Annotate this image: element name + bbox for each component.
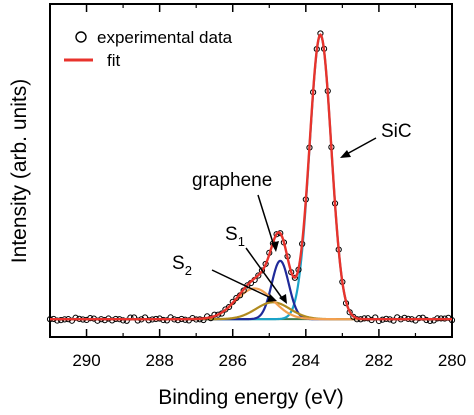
data-point xyxy=(291,274,298,281)
data-point xyxy=(273,231,280,238)
data-point xyxy=(401,314,408,321)
legend: experimental data fit xyxy=(64,28,233,70)
annotation-graphene: graphene xyxy=(192,170,272,191)
data-point xyxy=(225,303,233,311)
annotation-s1: S1 xyxy=(225,224,245,249)
data-point xyxy=(134,317,141,324)
annotation-graphene-arrowhead xyxy=(271,241,279,252)
component-curve-s2 xyxy=(50,287,452,321)
tick-labels: 290 288 286 284 282 280 xyxy=(72,351,466,370)
x-tick-label: 284 xyxy=(292,351,320,370)
annotation-sic: SiC xyxy=(381,121,412,142)
data-point xyxy=(109,317,116,324)
x-tick-label: 290 xyxy=(72,351,100,370)
legend-label-fit: fit xyxy=(107,51,121,70)
annotation-s2-arrow xyxy=(211,269,272,299)
x-tick-label: 280 xyxy=(438,351,466,370)
y-axis-label: Intensity (arb. units) xyxy=(8,79,31,263)
annotation-s2-arrowhead xyxy=(267,294,277,302)
annotation-s1-main: S xyxy=(225,224,238,245)
data-point xyxy=(255,272,262,279)
annotation-s1-arrowhead xyxy=(279,294,287,304)
annotation-sic-arrowhead xyxy=(340,150,351,158)
x-axis-label: Binding energy (eV) xyxy=(158,386,344,409)
annotation-s2-main: S xyxy=(172,253,185,274)
plot-area-border xyxy=(49,3,453,338)
annotation-graphene-arrow xyxy=(257,194,275,247)
plot-frame xyxy=(49,3,453,338)
ticks xyxy=(49,4,453,337)
annotation-s1-arrow xyxy=(245,247,283,299)
annotation-s1-sub: 1 xyxy=(238,234,245,249)
legend-marker-experimental-data xyxy=(75,31,87,43)
fit-curves xyxy=(50,33,452,321)
legend-label-experimental-data: experimental data xyxy=(97,28,233,47)
x-tick-label: 286 xyxy=(219,351,247,370)
x-tick-label: 288 xyxy=(145,351,173,370)
fit-curve xyxy=(50,33,452,321)
x-tick-label: 282 xyxy=(365,351,393,370)
annotation-sic-arrow xyxy=(344,137,377,156)
annotation-s2: S2 xyxy=(172,253,192,278)
data-point xyxy=(163,317,171,324)
annotations: SiC graphene S1 S2 xyxy=(172,121,412,304)
annotation-s2-sub: 2 xyxy=(185,263,192,278)
